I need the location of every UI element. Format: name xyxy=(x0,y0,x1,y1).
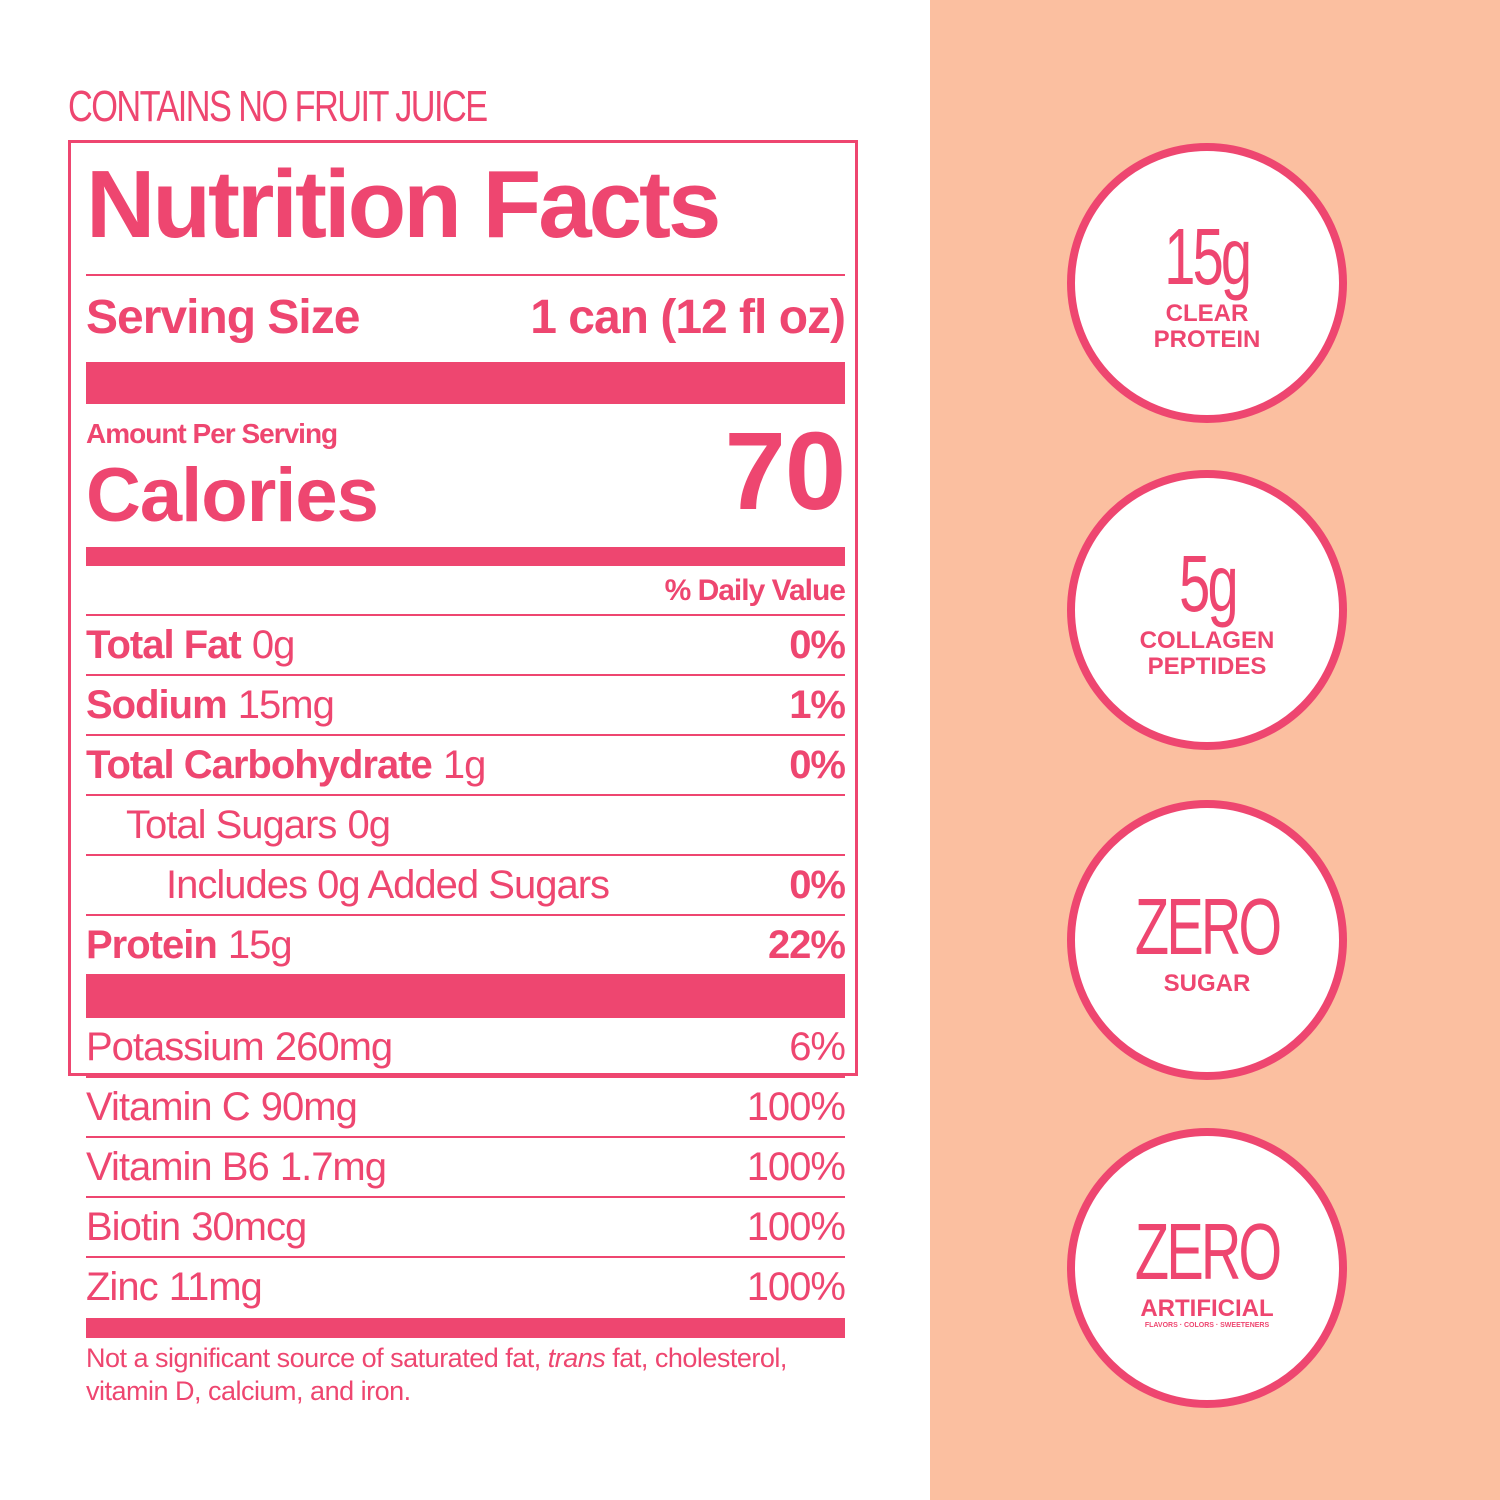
nutrient-name-group: Total Sugars 0g xyxy=(86,802,391,848)
nutrient-row: Protein 15g 22% xyxy=(86,914,846,974)
nutrient-name: Vitamin C xyxy=(86,1084,251,1129)
nutrient-row: Vitamin B6 1.7mg 100% xyxy=(86,1136,846,1196)
footnote-text: fat, cholesterol, vitamin D, calcium, an… xyxy=(86,1343,787,1406)
nutrient-name-group: Biotin 30mcg xyxy=(86,1204,307,1250)
nutrient-name-group: Vitamin C 90mg xyxy=(86,1084,358,1130)
nutrient-amount: 15g xyxy=(227,922,293,967)
nutrient-amount: 11mg xyxy=(168,1264,263,1309)
serving-value: 1 can (12 fl oz) xyxy=(530,291,846,344)
nutrient-row: Potassium 260mg 6% xyxy=(86,1016,846,1076)
daily-value: 0% xyxy=(789,862,846,907)
daily-value: 1% xyxy=(789,682,846,727)
badge-small: CLEAR xyxy=(1165,300,1249,327)
daily-value: 0% xyxy=(789,742,846,787)
badge-small: SUGAR xyxy=(1163,970,1251,997)
label-border xyxy=(68,140,858,1076)
badge: ZERO SUGAR xyxy=(1067,800,1347,1080)
daily-value: 0% xyxy=(789,622,846,667)
badge-small: ARTIFICIAL xyxy=(1140,1294,1274,1322)
nutrient-amount: 30mcg xyxy=(191,1204,307,1249)
nutrient-amount: 90mg xyxy=(260,1084,358,1129)
nutrient-row: Total Carbohydrate 1g 0% xyxy=(86,734,846,794)
nutrient-amount: 0g xyxy=(251,622,295,667)
nutrient-name-group: Sodium 15mg xyxy=(86,682,335,728)
nutrient-amount: 1.7mg xyxy=(279,1144,387,1189)
nutrient-name: Total Fat xyxy=(86,622,242,667)
nutrient-row: Sodium 15mg 1% xyxy=(86,674,846,734)
label-title: Nutrition Facts xyxy=(86,151,721,258)
nutrient-name: Vitamin B6 xyxy=(86,1144,270,1189)
nutrient-name: Includes 0g Added Sugars xyxy=(166,862,610,907)
bar xyxy=(86,974,845,1018)
nutrient-name-group: Potassium 260mg xyxy=(86,1024,393,1070)
bar xyxy=(86,1318,845,1338)
footnote-text: Not a significant source of saturated fa… xyxy=(86,1343,548,1373)
nutrient-name-group: Zinc 11mg xyxy=(86,1264,263,1310)
badge-big: 15g xyxy=(1164,212,1252,301)
nutrient-name-group: Protein 15g xyxy=(86,922,293,968)
serving-row: Serving Size 1 can (12 fl oz) xyxy=(86,290,846,345)
nutrient-name: Total Sugars xyxy=(126,802,337,847)
nutrient-name: Potassium xyxy=(86,1024,265,1069)
dv-header: % Daily Value xyxy=(664,574,846,607)
note: CONTAINS NO FRUIT JUICE xyxy=(68,82,488,131)
badge: 5g COLLAGEN PEPTIDES xyxy=(1067,470,1347,750)
daily-value: 100% xyxy=(746,1264,846,1309)
daily-value: 22% xyxy=(767,922,846,967)
nutrient-name: Biotin xyxy=(86,1204,181,1249)
nutrient-row: Total Fat 0g 0% xyxy=(86,614,846,674)
nutrient-amount: 260mg xyxy=(274,1024,393,1069)
daily-value: 100% xyxy=(746,1204,846,1249)
calories-label: Calories xyxy=(86,453,379,538)
nutrient-list: Total Fat 0g 0% Sodium 15mg 1% Total Carbohy… xyxy=(86,614,846,974)
nutrient-amount: 1g xyxy=(442,742,486,787)
nutrient-name: Zinc xyxy=(86,1264,159,1309)
footnote: Not a significant source of saturated fa… xyxy=(86,1342,845,1408)
calories-value: 70 xyxy=(724,410,846,533)
daily-value: 6% xyxy=(789,1024,846,1069)
bar xyxy=(86,547,845,566)
nutrient-row: Zinc 11mg 100% xyxy=(86,1256,846,1316)
badge-big: ZERO xyxy=(1134,882,1282,971)
badge-small: PROTEIN xyxy=(1153,326,1261,353)
badge-small: PEPTIDES xyxy=(1147,653,1267,680)
badge-big: ZERO xyxy=(1134,1206,1282,1296)
nutrient-row: Total Sugars 0g xyxy=(86,794,845,854)
nutrient-name: Sodium xyxy=(86,682,228,727)
daily-value: 100% xyxy=(746,1144,846,1189)
rule xyxy=(86,274,845,276)
badge-tiny: FLAVORS · COLORS · SWEETENERS xyxy=(1144,1321,1270,1329)
vitamin-list: Potassium 260mg 6% Vitamin C 90mg 100% Vitam… xyxy=(86,1016,846,1316)
nutrient-name-group: Total Fat 0g xyxy=(86,622,295,668)
amount-per-serving: Amount Per Serving xyxy=(86,418,338,449)
daily-value: 100% xyxy=(746,1084,846,1129)
bar xyxy=(86,362,845,404)
serving-label: Serving Size xyxy=(86,291,360,344)
nutrient-name: Total Carbohydrate xyxy=(86,742,433,787)
badge: ZERO ARTIFICIAL FLAVORS · COLORS · SWEETEN… xyxy=(1067,1128,1347,1408)
nutrient-row: Biotin 30mcg 100% xyxy=(86,1196,846,1256)
nutrient-amount: 15mg xyxy=(237,682,335,727)
nutrient-name-group: Total Carbohydrate 1g xyxy=(86,742,486,788)
nutrient-name: Protein xyxy=(86,922,218,967)
badge-small: COLLAGEN xyxy=(1139,627,1275,654)
nutrient-name-group: Vitamin B6 1.7mg xyxy=(86,1144,387,1190)
nutrient-amount: 0g xyxy=(347,802,390,847)
badge-big: 5g xyxy=(1178,539,1238,628)
nutrient-row: Vitamin C 90mg 100% xyxy=(86,1076,846,1136)
footnote-text: trans xyxy=(547,1343,606,1373)
badge: 15g CLEAR PROTEIN xyxy=(1067,143,1347,423)
nutrient-row: Includes 0g Added Sugars 0% xyxy=(86,854,846,914)
nutrient-name-group: Includes 0g Added Sugars xyxy=(86,862,610,908)
